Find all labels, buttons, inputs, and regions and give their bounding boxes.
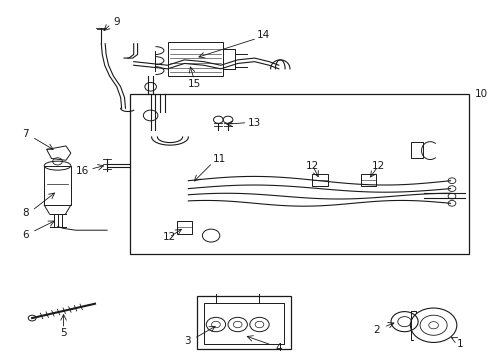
Text: 4: 4 — [275, 343, 282, 353]
Bar — [130, 94, 468, 253]
Text: 2: 2 — [373, 325, 380, 335]
Text: 16: 16 — [76, 166, 89, 176]
Text: 9: 9 — [113, 17, 120, 27]
Text: 6: 6 — [22, 230, 29, 239]
Text: 8: 8 — [22, 208, 29, 218]
Text: 13: 13 — [247, 118, 261, 128]
Text: 3: 3 — [183, 336, 190, 346]
Text: 15: 15 — [187, 79, 201, 89]
Bar — [196, 296, 290, 349]
Bar — [360, 174, 375, 186]
Text: 14: 14 — [256, 30, 269, 40]
Bar — [44, 166, 71, 205]
Text: 10: 10 — [473, 89, 487, 99]
Bar — [167, 42, 223, 76]
Text: 11: 11 — [212, 154, 225, 164]
Text: 12: 12 — [162, 232, 175, 242]
Text: 7: 7 — [22, 129, 29, 139]
Bar — [410, 142, 422, 158]
Bar — [176, 221, 192, 234]
Text: 1: 1 — [456, 339, 463, 349]
Bar — [311, 174, 327, 186]
Text: 12: 12 — [370, 161, 384, 171]
Bar — [203, 303, 283, 344]
Text: 12: 12 — [305, 161, 319, 171]
Text: 5: 5 — [60, 328, 67, 338]
